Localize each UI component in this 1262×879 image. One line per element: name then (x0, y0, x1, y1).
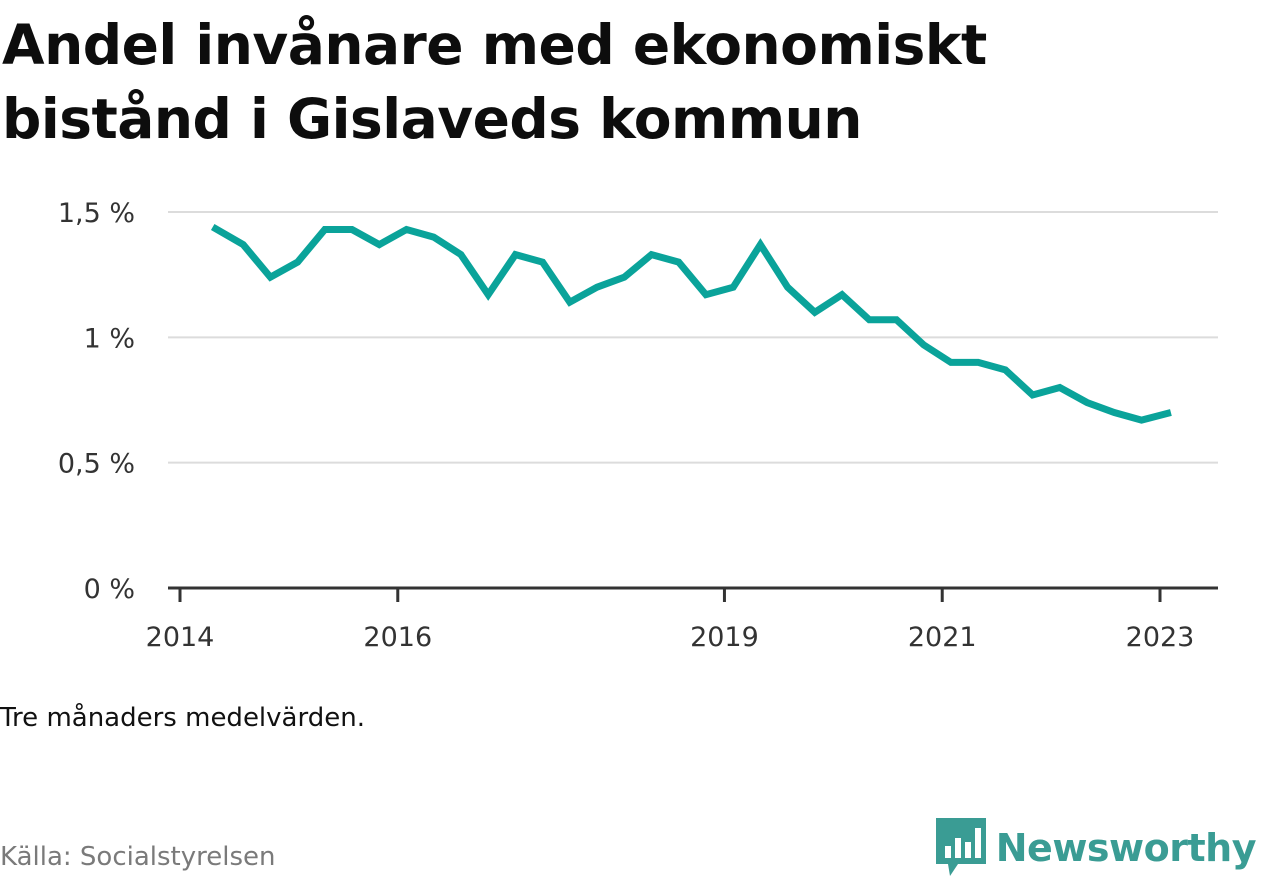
gridlines (168, 212, 1218, 463)
y-tick-label: 0,5 % (58, 449, 135, 480)
x-tick-label: 2016 (363, 622, 432, 653)
newsworthy-logo: Newsworthy (936, 818, 1256, 878)
brand-name: Newsworthy (996, 826, 1256, 870)
y-tick-label: 1,5 % (58, 198, 135, 229)
newsworthy-bar-chart-icon (936, 818, 986, 878)
chart-note: Tre månaders medelvärden. (0, 703, 365, 733)
y-tick-label: 1 % (84, 323, 135, 354)
series-line (213, 227, 1171, 420)
series-layer (213, 227, 1171, 420)
x-tick-label: 2014 (146, 622, 215, 653)
source-credit: Källa: Socialstyrelsen (0, 842, 276, 872)
y-tick-label: 0 % (84, 574, 135, 605)
x-axis: 2014 2016 2019 2021 2023 (146, 588, 1218, 653)
x-tick-label: 2021 (908, 622, 977, 653)
x-tick-label: 2019 (690, 622, 759, 653)
y-axis-tick-labels: 0 % 0,5 % 1 % 1,5 % (58, 198, 135, 605)
x-tick-label: 2023 (1126, 622, 1195, 653)
